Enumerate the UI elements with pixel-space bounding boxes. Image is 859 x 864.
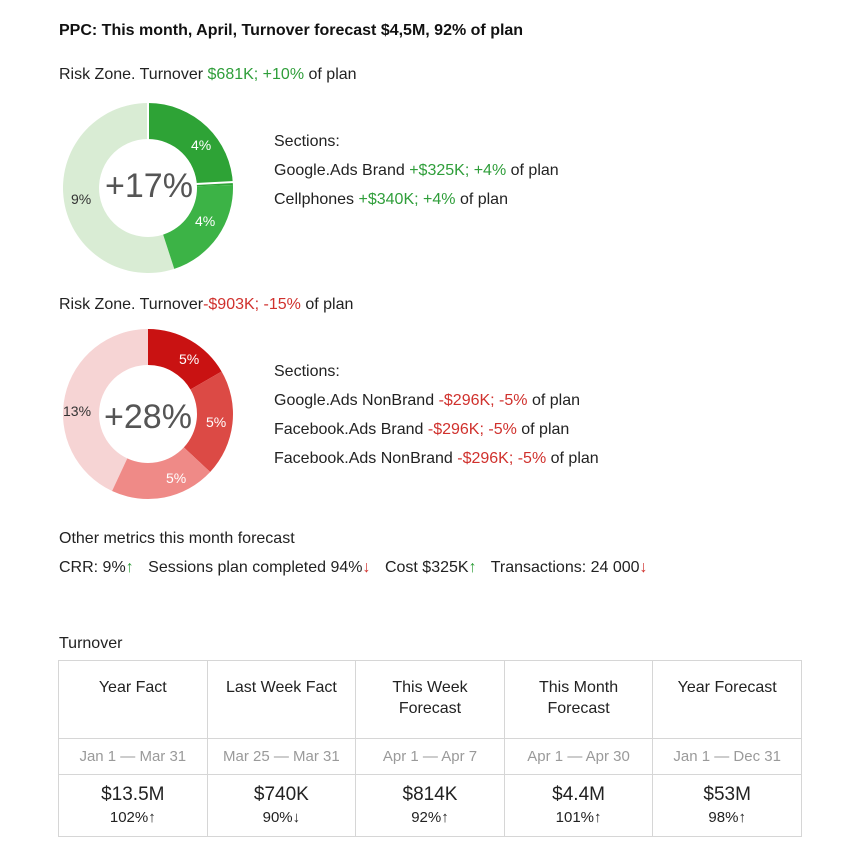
- donut-negative-rest-slice: [62, 329, 148, 492]
- donut-chart-positive: +17% 9% 4% 4%: [62, 102, 234, 274]
- zone-positive-title-prefix: Risk Zone. Turnover: [59, 66, 204, 83]
- value-amount: $814K: [402, 784, 458, 805]
- col-header-this-week-forecast: This Week Forecast: [355, 660, 505, 739]
- metric-cost: Cost $325K↑: [385, 559, 477, 576]
- metric-label: Cost $325K: [384, 559, 469, 576]
- donut-positive-center-label: +17%: [105, 167, 193, 205]
- zone-positive-title-suffix: of plan: [308, 66, 357, 83]
- donut-negative-slice-1-label: 5%: [179, 351, 199, 367]
- section-suffix: of plan: [510, 162, 559, 179]
- section-row: Facebook.Ads NonBrand -$296K; -5% of pla…: [274, 444, 599, 473]
- section-name: Facebook.Ads Brand: [274, 421, 424, 438]
- date-range-cell: Jan 1 — Dec 31: [652, 738, 802, 775]
- table-range-row: Jan 1 — Mar 31 Mar 25 — Mar 31 Apr 1 — A…: [58, 738, 802, 775]
- value-cell-0: $13.5M 102%↑: [58, 774, 208, 837]
- donut-positive-rest-label: 9%: [71, 191, 91, 207]
- section-row: Google.Ads Brand +$325K; +4% of plan: [274, 156, 559, 185]
- donut-positive-slice-2-label: 4%: [195, 213, 215, 229]
- section-name: Google.Ads NonBrand: [274, 392, 435, 409]
- donut-chart-negative: +28% 13% 5% 5% 5%: [62, 328, 234, 500]
- col-header-last-week-fact: Last Week Fact: [206, 660, 357, 739]
- metric-label: Sessions plan completed 94%: [148, 559, 363, 576]
- section-value: +$340K; +4%: [358, 191, 456, 208]
- section-value: -$296K; -5%: [457, 450, 547, 467]
- table-header-row: Year Fact Last Week Fact This Week Forec…: [58, 660, 802, 739]
- donut-negative-svg: +28% 13% 5% 5% 5%: [62, 329, 233, 499]
- value-percent: 102%↑: [109, 809, 156, 826]
- section-name: Google.Ads Brand: [274, 162, 405, 179]
- date-range-cell: Jan 1 — Mar 31: [58, 738, 208, 775]
- donut-positive-rest-slice: [62, 103, 175, 273]
- donut-positive-slice-2: [163, 185, 233, 269]
- zone-negative-title-prefix: Risk Zone. Turnover: [59, 296, 204, 313]
- zone-positive-title: Risk Zone. Turnover $681K; +10% of plan: [59, 66, 357, 84]
- section-value: -$296K; -5%: [438, 392, 528, 409]
- donut-negative-rest-label: 13%: [63, 403, 91, 419]
- value-amount: $13.5M: [101, 784, 165, 805]
- col-header-this-month-forecast: This Month Forecast: [503, 660, 654, 739]
- metric-label: Transactions: 24 000: [490, 559, 640, 576]
- value-percent: 92%↑: [411, 809, 449, 826]
- section-row: Facebook.Ads Brand -$296K; -5% of plan: [274, 415, 599, 444]
- value-cell-3: $4.4M 101%↑: [503, 774, 654, 837]
- section-value: +$325K; +4%: [409, 162, 507, 179]
- metric-transactions: Transactions: 24 000↓: [491, 559, 648, 576]
- page-title: PPC: This month, April, Turnover forecas…: [59, 22, 524, 39]
- section-suffix: of plan: [550, 450, 599, 467]
- value-percent: 90%↓: [262, 809, 301, 826]
- other-metrics-title: Other metrics this month forecast: [59, 530, 295, 547]
- zone-positive-sections: Sections: Google.Ads Brand +$325K; +4% o…: [274, 127, 559, 214]
- section-suffix: of plan: [521, 421, 570, 438]
- arrow-up-icon: ↑: [468, 559, 477, 576]
- value-amount: $53M: [703, 784, 751, 805]
- table-value-row: $13.5M 102%↑ $740K 90%↓ $814K 92%↑ $4.4M 101…: [58, 774, 802, 837]
- donut-negative-slice-2: [183, 371, 233, 472]
- section-value: -$296K; -5%: [427, 421, 517, 438]
- turnover-table: Year Fact Last Week Fact This Week Forec…: [58, 660, 802, 837]
- arrow-down-icon: ↓: [362, 559, 371, 576]
- metric-label: CRR: 9%: [59, 559, 126, 576]
- zone-negative-title-value: -$903K; -15%: [203, 296, 301, 313]
- sections-label: Sections:: [274, 133, 340, 150]
- section-row: Cellphones +$340K; +4% of plan: [274, 185, 559, 214]
- value-amount: $740K: [253, 784, 309, 805]
- date-range-cell: Apr 1 — Apr 30: [503, 738, 654, 775]
- turnover-title: Turnover: [59, 635, 123, 652]
- col-header-year-forecast: Year Forecast: [652, 660, 802, 739]
- value-percent: 98%↑: [708, 809, 746, 826]
- zone-negative-title-suffix: of plan: [305, 296, 354, 313]
- section-name: Facebook.Ads NonBrand: [274, 450, 453, 467]
- donut-positive-slice-1-label: 4%: [191, 137, 211, 153]
- donut-positive-svg: +17% 9% 4% 4%: [62, 102, 234, 273]
- value-amount: $4.4M: [552, 784, 605, 805]
- value-cell-1: $740K 90%↓: [206, 774, 357, 837]
- sections-label: Sections:: [274, 363, 340, 380]
- zone-positive-title-value: $681K; +10%: [207, 66, 305, 83]
- donut-negative-slice-2-label: 5%: [206, 414, 226, 430]
- section-suffix: of plan: [459, 191, 508, 208]
- section-row: Google.Ads NonBrand -$296K; -5% of plan: [274, 386, 599, 415]
- other-metrics-row: CRR: 9%↑ Sessions plan completed 94%↓ Co…: [59, 559, 658, 577]
- donut-positive-slice-1: [148, 103, 233, 187]
- zone-negative-title: Risk Zone. Turnover-$903K; -15% of plan: [59, 296, 353, 314]
- metric-crr: CRR: 9%↑: [59, 559, 134, 576]
- arrow-up-icon: ↑: [125, 559, 134, 576]
- value-percent: 101%↑: [555, 809, 602, 826]
- value-cell-2: $814K 92%↑: [355, 774, 505, 837]
- donut-negative-slice-3: [112, 447, 211, 499]
- arrow-down-icon: ↓: [639, 559, 648, 576]
- donut-negative-center-label: +28%: [104, 398, 192, 436]
- donut-negative-slice-1: [148, 329, 222, 390]
- zone-negative-sections: Sections: Google.Ads NonBrand -$296K; -5…: [274, 357, 599, 473]
- date-range-cell: Apr 1 — Apr 7: [355, 738, 505, 775]
- date-range-cell: Mar 25 — Mar 31: [206, 738, 357, 775]
- value-cell-4: $53M 98%↑: [652, 774, 802, 837]
- donut-negative-slice-3-label: 5%: [166, 470, 186, 486]
- metric-sessions: Sessions plan completed 94%↓: [148, 559, 370, 576]
- section-suffix: of plan: [531, 392, 580, 409]
- col-header-year-fact: Year Fact: [58, 660, 208, 739]
- section-name: Cellphones: [274, 191, 355, 208]
